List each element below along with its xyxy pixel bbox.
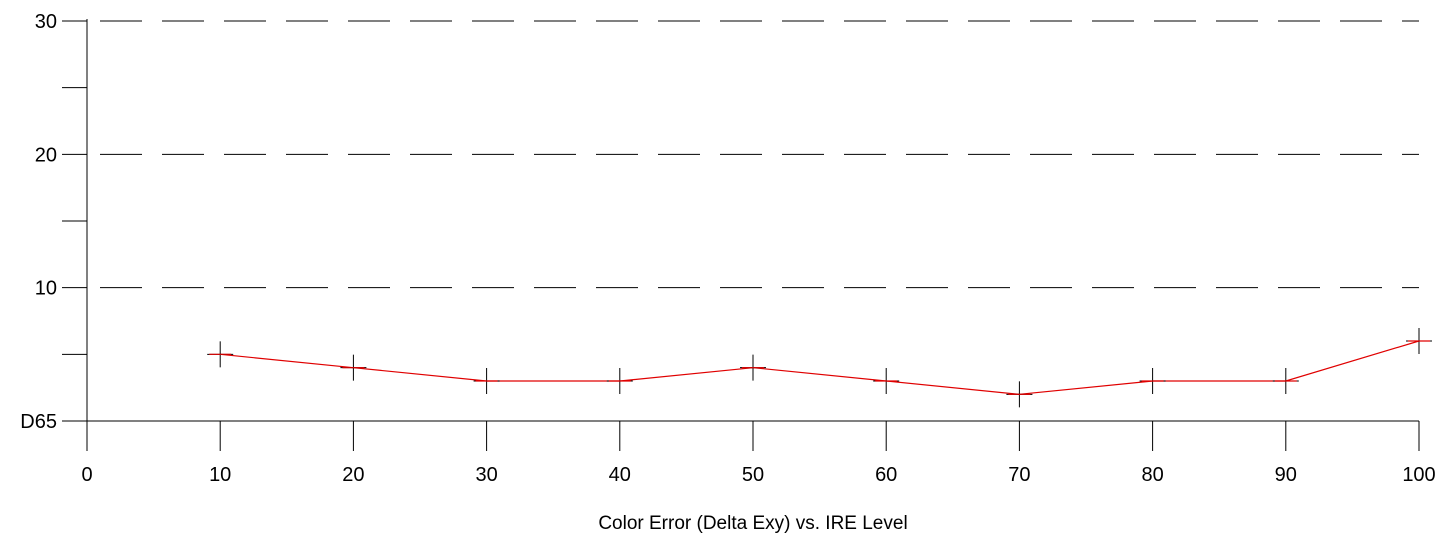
axes (62, 19, 1419, 422)
grid-lines (87, 20, 1419, 289)
tick-labels: D65 10 20 30 0 10 20 30 40 50 60 70 80 90 100 (20, 11, 1435, 486)
x-tick-label: 50 (742, 464, 764, 486)
x-axis-title: Color Error (Delta Exy) vs. IRE Level (598, 513, 907, 533)
x-tick-label: 20 (342, 464, 364, 486)
x-tick-label: 80 (1141, 464, 1163, 486)
x-tick-label: 40 (609, 464, 631, 486)
data-point (873, 368, 900, 394)
x-tick-label: 100 (1402, 464, 1435, 486)
x-tick-label: 70 (1008, 464, 1030, 486)
x-tick-label: 30 (475, 464, 497, 486)
series-layer (207, 328, 1432, 408)
x-tick-label: 60 (875, 464, 897, 486)
y-tick-label: 20 (35, 144, 57, 166)
data-point (207, 341, 234, 368)
x-tick-label: 90 (1275, 464, 1297, 486)
y-tick-label: 10 (35, 278, 57, 300)
data-point (1272, 368, 1299, 394)
data-point (606, 368, 633, 394)
data-point (740, 354, 766, 381)
y-tick-label: D65 (20, 411, 57, 433)
x-tick-label: 0 (81, 464, 92, 486)
data-point (1406, 328, 1432, 354)
data-point (473, 368, 500, 394)
y-tick-label: 30 (35, 11, 57, 33)
x-tick-label: 10 (209, 464, 231, 486)
data-point (1139, 368, 1166, 394)
data-point (340, 354, 367, 381)
series-line (220, 340, 1420, 395)
tick-marks (62, 20, 1420, 451)
data-point (1006, 381, 1033, 408)
